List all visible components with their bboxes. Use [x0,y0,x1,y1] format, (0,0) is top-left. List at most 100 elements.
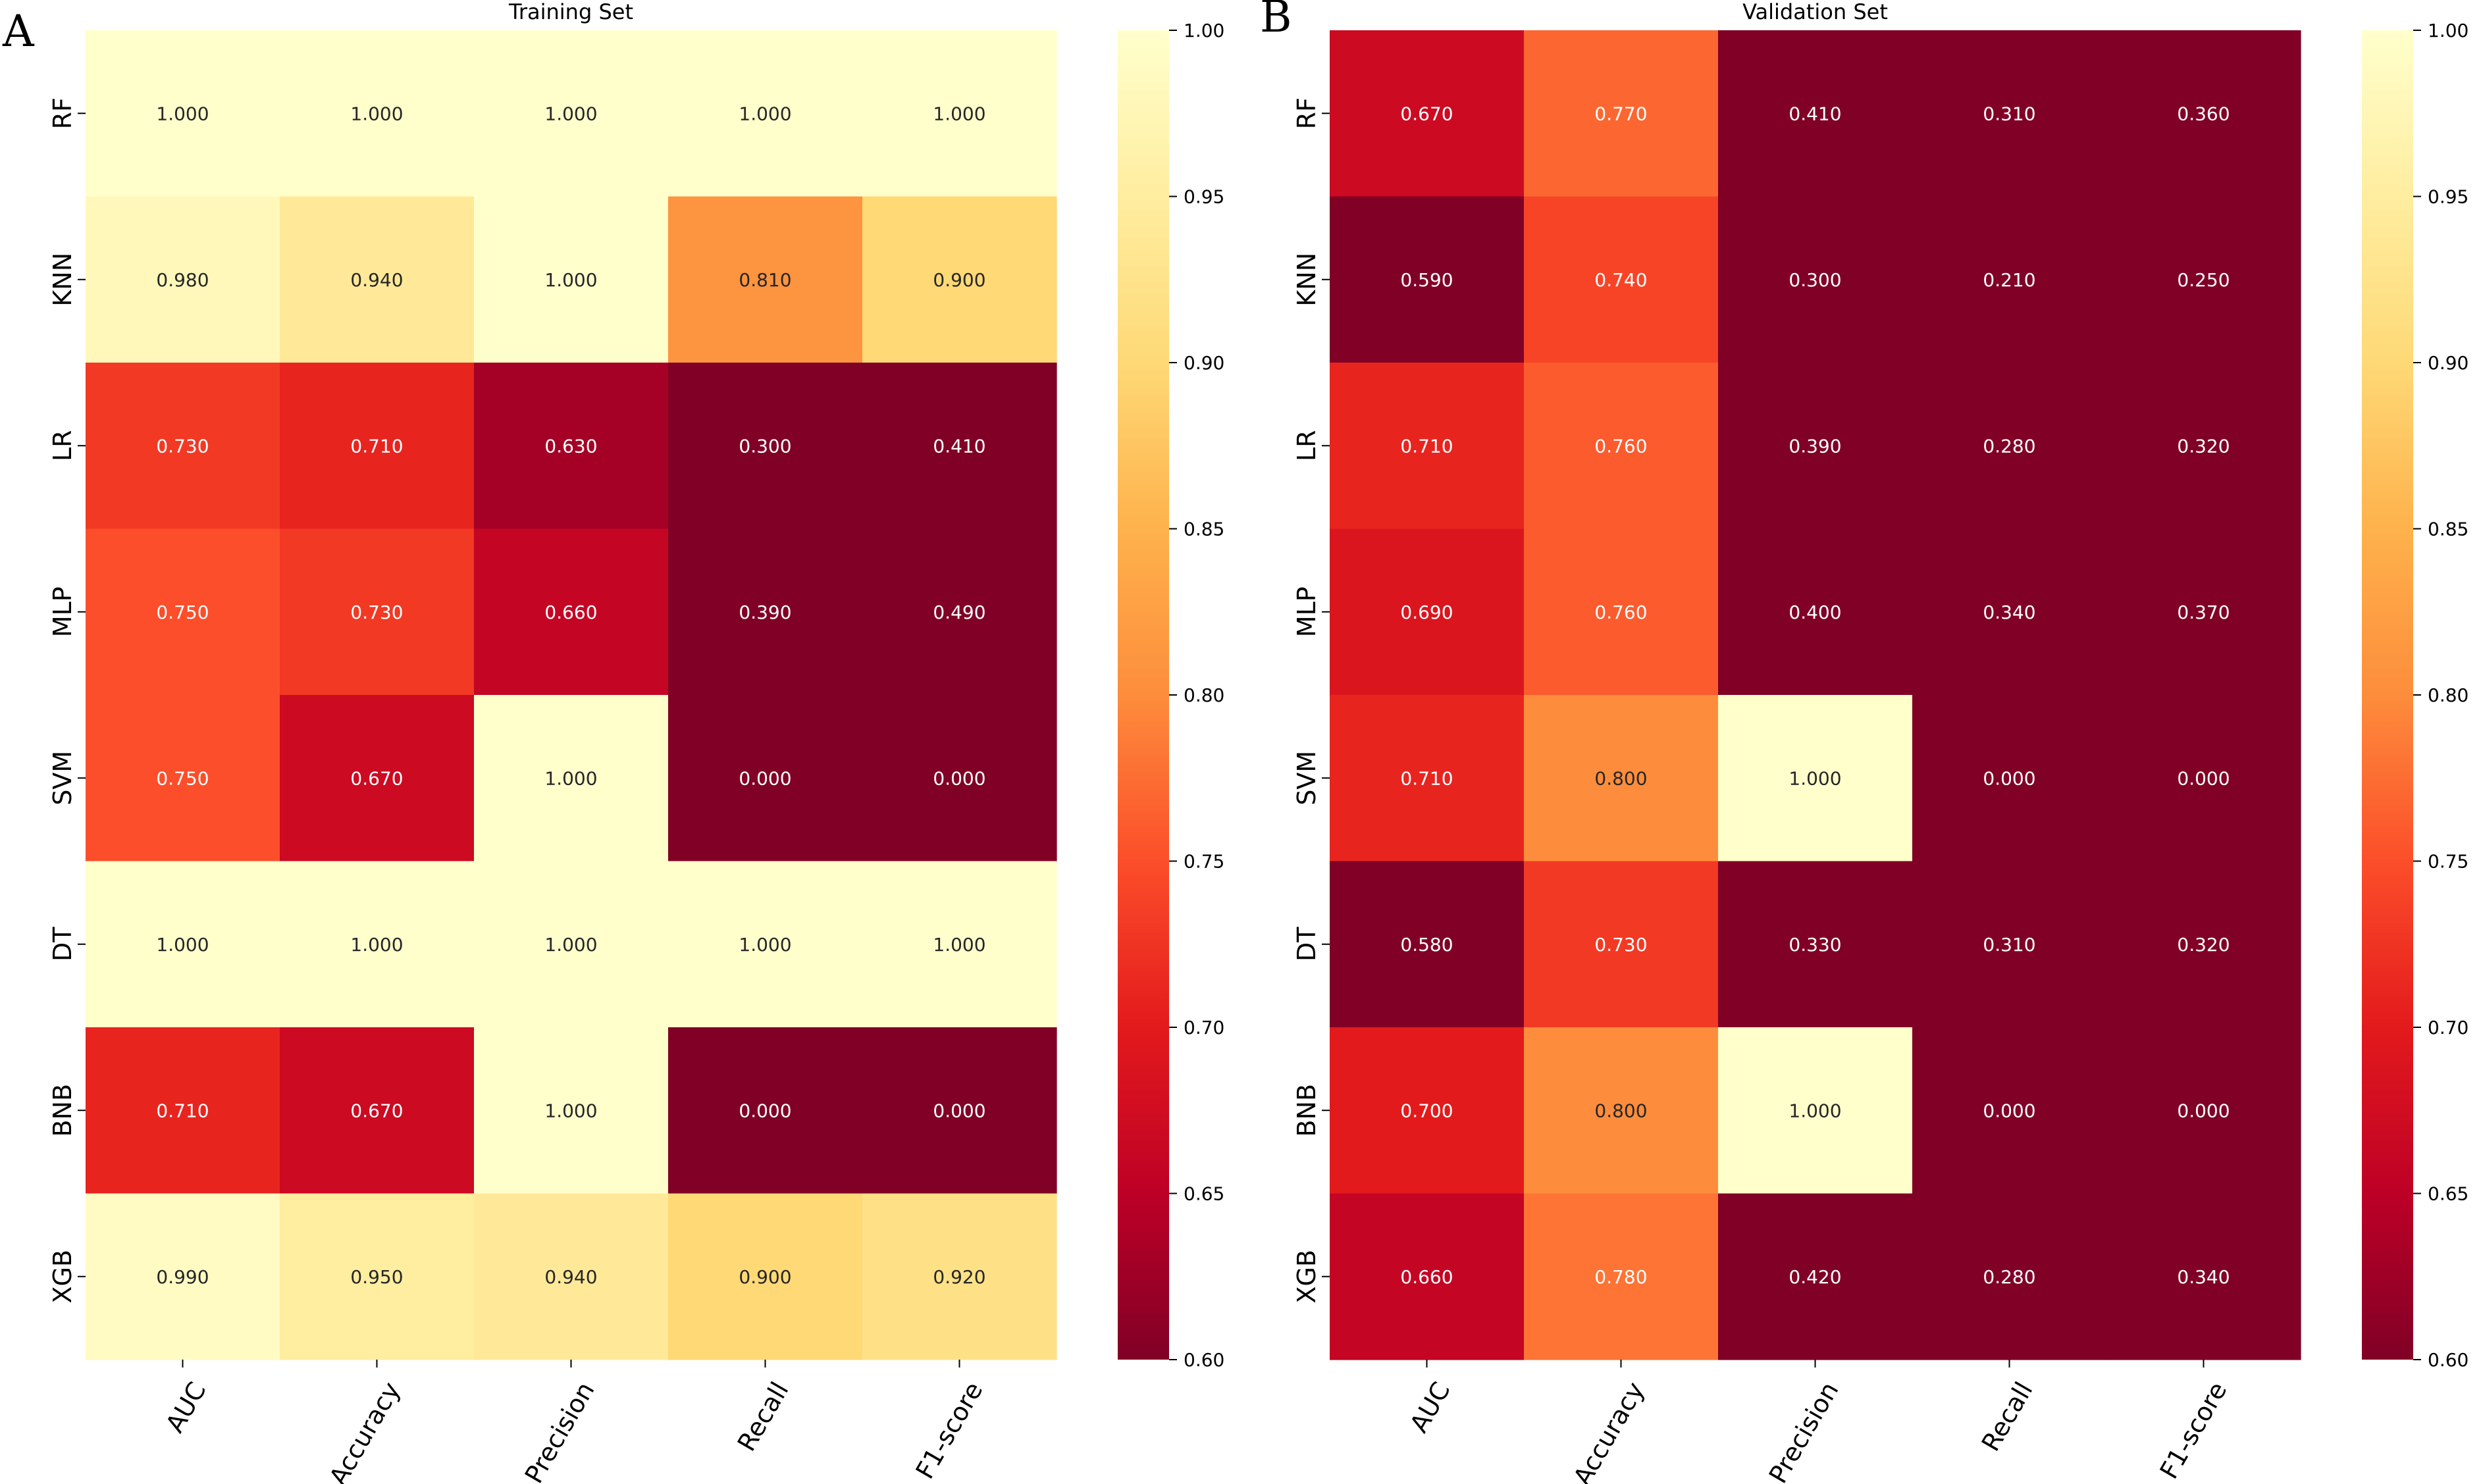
row-label: KNN [48,253,77,307]
panel-training-set: A Training Set 1.000 1.000 1.000 1.000 1.000 0.… [2,0,1224,1484]
row-label: BNB [1292,1084,1321,1137]
cell-value-label: 1.000 [350,103,403,124]
heatmap-cell [1524,1027,1719,1194]
heatmap-cell [86,363,280,530]
heatmap-cell [1330,1193,1525,1360]
cell-value-label: 0.660 [544,601,597,623]
heatmap-cell [1718,363,1913,530]
heatmap-cell [1718,196,1913,363]
cell-value-label: 1.000 [1789,767,1841,789]
cell-value-label: 0.940 [544,1266,597,1288]
chart-title: Training Set [508,0,633,24]
heatmap-cell [1912,363,2107,530]
heatmap-cell [862,196,1057,363]
colorbar-tick-label: 0.90 [2428,352,2468,374]
heatmap-cell [1330,861,1525,1028]
heatmap-cell [280,30,475,197]
cell-value-label: 0.340 [1983,601,2035,623]
column-label: F1-score [910,1377,989,1484]
heatmap-cell [2106,528,2301,696]
cell-value-label: 0.670 [1400,103,1453,124]
cell-value-label: 0.320 [2177,934,2230,956]
heatmap-cell [1330,196,1525,363]
column-label: Precision [1763,1377,1844,1484]
cell-value-label: 0.310 [1983,934,2035,956]
heatmap-cell [1330,695,1525,862]
row-label: BNB [48,1084,77,1137]
cell-value-label: 0.940 [350,269,403,291]
heatmap-cell [1330,30,1525,197]
cell-value-label: 0.420 [1789,1266,1841,1288]
cell-value-label: 0.310 [1983,103,2035,124]
panel-validation-set: B Validation Set 0.670 0.770 0.410 0.310 0.360… [1260,0,2468,1484]
colorbar-tick-label: 0.70 [1184,1017,1224,1038]
heatmap-cell [2106,363,2301,530]
cell-value-label: 0.000 [739,1100,791,1121]
cell-value-label: 0.330 [1789,934,1841,956]
column-label: F1-score [2155,1377,2233,1484]
heatmap-cell [86,196,280,363]
heatmap-cell [1330,363,1525,530]
heatmap-cell [1330,528,1525,696]
column-label: Accuracy [1568,1377,1650,1484]
heatmap-cell [280,1027,475,1194]
row-label: RF [1292,97,1321,129]
row-label: XGB [1292,1250,1321,1304]
cell-value-label: 0.370 [2177,601,2230,623]
cell-value-label: 0.750 [156,767,209,789]
heatmap-cell [1718,1193,1913,1360]
cell-value-label: 0.410 [933,435,985,457]
heatmap-cell [1718,695,1913,862]
cell-value-label: 1.000 [156,103,209,124]
heatmap-cell [862,1193,1057,1360]
colorbar-tick-label: 0.85 [2428,519,2468,540]
cell-value-label: 0.760 [1594,435,1647,457]
cell-value-label: 0.700 [1400,1100,1453,1121]
cell-value-label: 1.000 [1789,1100,1841,1121]
heatmap-cell [474,861,669,1028]
cell-value-label: 0.280 [1983,1266,2035,1288]
column-label: AUC [1404,1377,1455,1438]
heatmap-cell [1524,528,1719,696]
heatmap-cell [862,1027,1057,1194]
cell-value-label: 1.000 [933,934,985,956]
colorbar [1118,30,1169,1360]
heatmap-cell [1718,861,1913,1028]
colorbar-tick-label: 0.85 [1184,519,1224,540]
row-label: DT [48,927,77,961]
cell-value-label: 0.000 [933,767,985,789]
heatmap-cell [474,695,669,862]
cell-value-label: 1.000 [544,103,597,124]
heatmap-cell [668,363,863,530]
cell-value-label: 0.900 [933,269,985,291]
row-label: SVM [1292,751,1321,806]
colorbar-tick-label: 0.95 [2428,186,2468,208]
row-label: KNN [1292,253,1321,307]
heatmap-cell [2106,196,2301,363]
colorbar-tick-label: 0.60 [2428,1349,2468,1371]
heatmap-cell [668,30,863,197]
cell-value-label: 0.780 [1594,1266,1647,1288]
cell-value-label: 0.580 [1400,934,1453,956]
heatmap-cell [1524,363,1719,530]
heatmap-cell [862,861,1057,1028]
heatmap-cell [86,861,280,1028]
heatmap-cell [2106,695,2301,862]
chart-title: Validation Set [1742,0,1888,24]
heatmap-cell [2106,30,2301,197]
cell-value-label: 0.670 [350,767,403,789]
heatmap-cell [862,363,1057,530]
heatmap-cell [1718,30,1913,197]
heatmap-cell [1524,1193,1719,1360]
cell-value-label: 0.800 [1594,767,1647,789]
row-label: MLP [48,586,77,637]
heatmap-cell [474,1027,669,1194]
row-label: LR [48,430,77,461]
cell-value-label: 0.710 [1400,767,1453,789]
cell-value-label: 0.740 [1594,269,1647,291]
cell-value-label: 0.300 [1789,269,1841,291]
cell-value-label: 0.360 [2177,103,2230,124]
heatmap-cell [474,528,669,696]
heatmap-cell [86,695,280,862]
